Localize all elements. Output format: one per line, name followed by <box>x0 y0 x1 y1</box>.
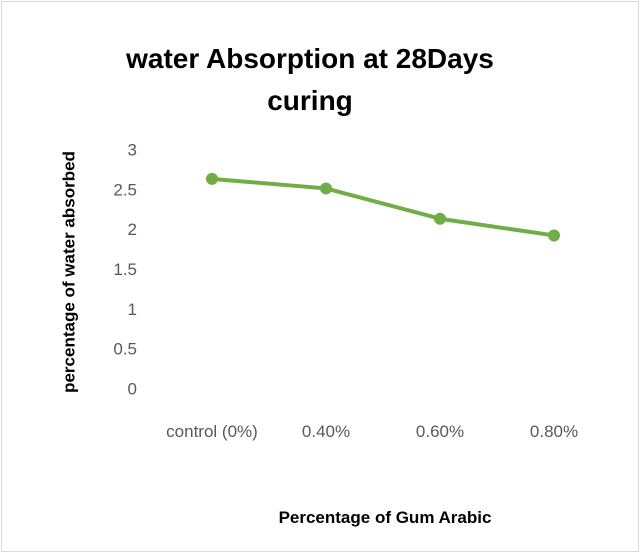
y-axis-title: percentage of water absorbed <box>59 151 78 393</box>
x-tick-label: 0.80% <box>529 422 579 441</box>
x-tick-label: 0.60% <box>415 422 465 441</box>
y-tick-label: 2 <box>128 220 137 239</box>
y-tick-label: 1 <box>128 300 137 319</box>
marker <box>206 172 218 185</box>
line <box>211 176 555 238</box>
y-tick-label: 3 <box>128 140 137 159</box>
x-axis-title: Percentage of Gum Arabic <box>278 508 492 527</box>
y-tick-label: 0 <box>128 379 137 398</box>
x-tick-label: control (0%) <box>166 422 258 441</box>
chart-title: water Absorption at 28Days curing <box>126 43 494 116</box>
marker <box>548 229 560 242</box>
y-tick-label: 2.5 <box>113 180 137 199</box>
y-tick-label: 0.5 <box>113 340 137 359</box>
y-tick-label: 1.5 <box>113 260 137 279</box>
marker <box>434 212 446 225</box>
x-tick-label: 0.40% <box>301 422 351 441</box>
marker <box>320 182 332 195</box>
